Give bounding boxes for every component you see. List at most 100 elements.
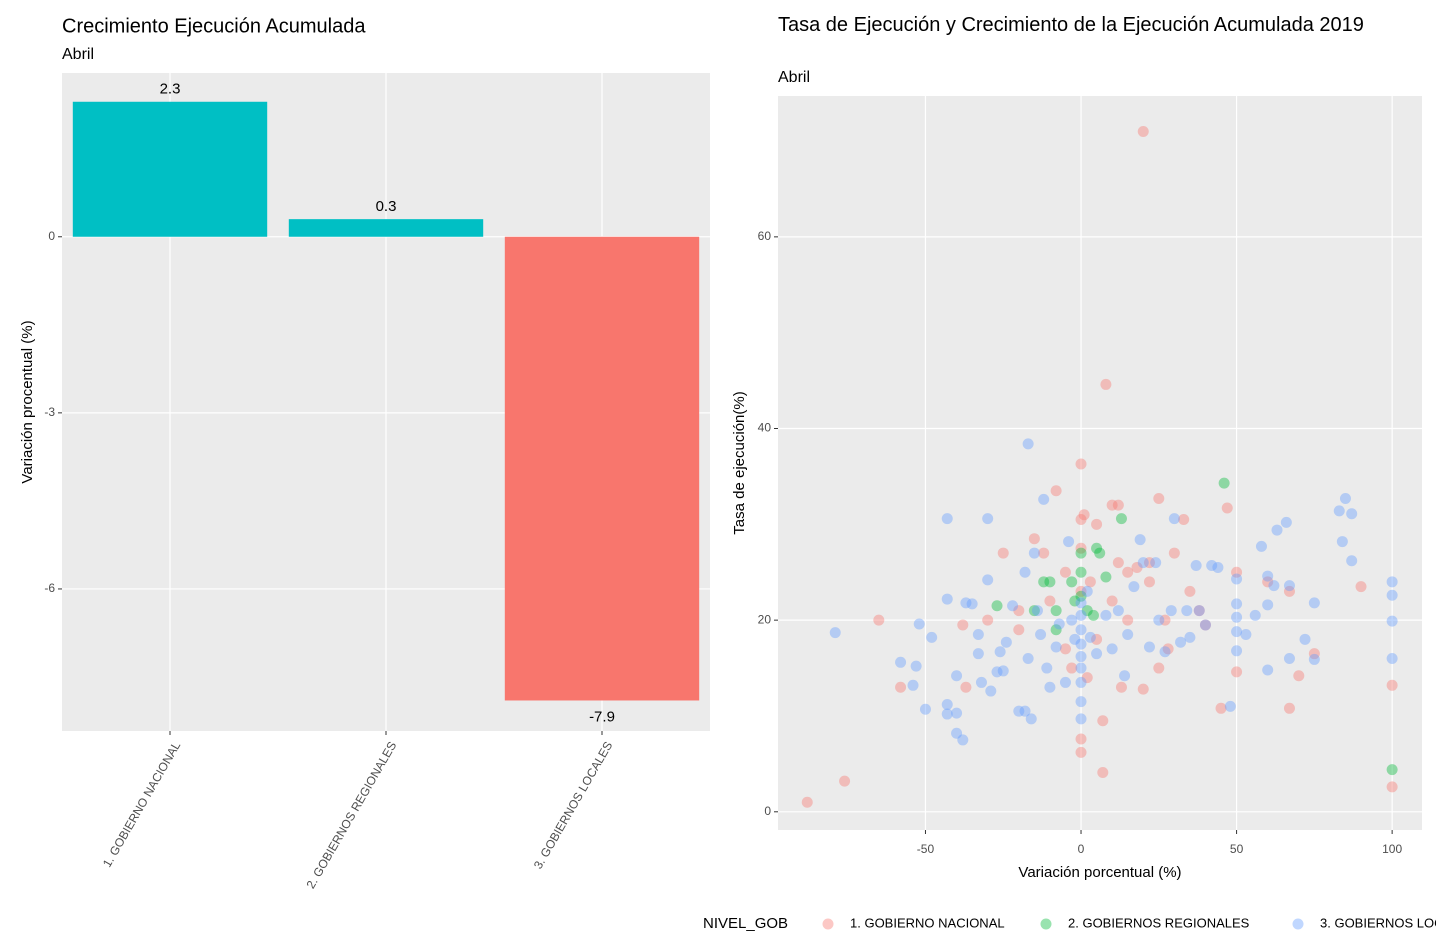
point (1013, 605, 1025, 617)
x-tick-label: 2. GOBIERNOS REGIONALES (304, 739, 400, 891)
point (1097, 715, 1109, 727)
point (1262, 599, 1274, 611)
point (1283, 652, 1295, 664)
point (910, 660, 922, 672)
point (1044, 681, 1056, 693)
point (997, 665, 1009, 677)
point (1293, 670, 1305, 682)
point (960, 597, 972, 609)
point (1078, 509, 1090, 521)
point (1271, 524, 1283, 536)
point (1255, 540, 1267, 552)
point (1007, 600, 1019, 612)
point (1339, 492, 1351, 504)
point (1150, 557, 1162, 569)
chart-title: Tasa de Ejecución y Crecimiento de la Ej… (778, 14, 1364, 36)
point (1268, 580, 1280, 592)
point (991, 600, 1003, 612)
x-tick-label: 1. GOBIERNO NACIONAL (100, 739, 184, 870)
point (801, 796, 813, 808)
legend-swatch (1292, 918, 1304, 930)
point (982, 574, 994, 586)
point (1013, 624, 1025, 636)
point (941, 698, 953, 710)
point (1336, 536, 1348, 548)
point (1041, 662, 1053, 674)
point (1075, 638, 1087, 650)
point (1028, 533, 1040, 545)
point (1346, 508, 1358, 520)
x-tick-label: 100 (1382, 842, 1402, 856)
point (1059, 643, 1071, 655)
y-tick-label: 0 (48, 229, 55, 243)
point (1066, 614, 1078, 626)
point (1035, 629, 1047, 641)
point (1215, 702, 1227, 714)
y-tick-label: 20 (758, 612, 772, 626)
point (1081, 672, 1093, 684)
point (941, 513, 953, 525)
point (1283, 702, 1295, 714)
point (1386, 781, 1398, 793)
point (1193, 605, 1205, 617)
point (1013, 705, 1025, 717)
point (1075, 590, 1087, 602)
x-tick-label: -50 (917, 842, 935, 856)
point (1199, 619, 1211, 631)
point (1231, 611, 1243, 623)
x-tick-label: 50 (1230, 842, 1244, 856)
point (1159, 646, 1171, 658)
point (1199, 619, 1211, 631)
point (1066, 662, 1078, 674)
point (957, 619, 969, 631)
point (1386, 576, 1398, 588)
point (1386, 679, 1398, 691)
point (1091, 518, 1103, 530)
point (1119, 670, 1131, 682)
data-label: 2.3 (160, 81, 181, 98)
point (1249, 609, 1261, 621)
point (1386, 589, 1398, 601)
point (1143, 557, 1155, 569)
point (1075, 458, 1087, 470)
point (1038, 493, 1050, 505)
point (1143, 641, 1155, 653)
y-tick-label: 60 (758, 229, 772, 243)
point (1333, 505, 1345, 517)
point (1159, 614, 1171, 626)
point (1106, 499, 1118, 511)
point (960, 681, 972, 693)
point (1178, 514, 1190, 526)
point (1087, 609, 1099, 621)
point (1128, 581, 1140, 593)
point (1000, 636, 1012, 648)
x-tick-label: 0 (1078, 842, 1085, 856)
point (951, 670, 963, 682)
point (1050, 624, 1062, 636)
chart-subtitle: Abril (62, 46, 94, 63)
legend-label: 3. GOBIERNOS LOCALES (1320, 915, 1436, 930)
point (926, 631, 938, 643)
point (951, 707, 963, 719)
point (1050, 485, 1062, 497)
point (1355, 581, 1367, 593)
point (1165, 605, 1177, 617)
point (913, 618, 925, 630)
point (873, 614, 885, 626)
data-label: -7.9 (589, 708, 615, 725)
point (1028, 605, 1040, 617)
point (1091, 633, 1103, 645)
point (1168, 547, 1180, 559)
y-tick-label: 0 (764, 804, 771, 818)
point (1112, 605, 1124, 617)
legend-title: NIVEL_GOB (703, 915, 788, 932)
point (966, 598, 978, 610)
bar (288, 219, 484, 237)
point (951, 727, 963, 739)
point (991, 666, 1003, 678)
point (1022, 652, 1034, 664)
point (1022, 438, 1034, 450)
point (1075, 651, 1087, 663)
